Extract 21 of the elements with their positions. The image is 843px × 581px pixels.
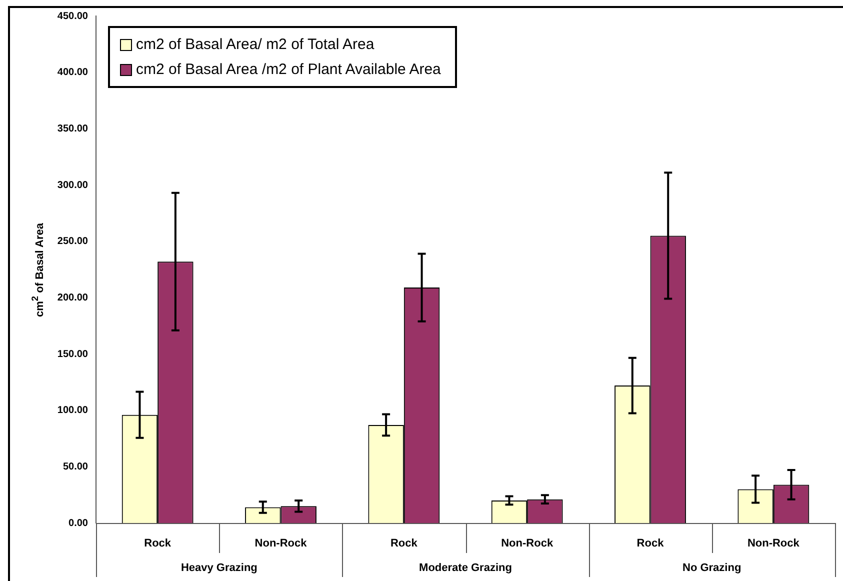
legend-label: cm2 of Basal Area /m2 of Plant Available Area bbox=[136, 60, 441, 80]
text: Heavy Grazing bbox=[180, 562, 258, 574]
legend-label: cm2 of Basal Area/ m2 of Total Area bbox=[136, 35, 374, 55]
y-tick-label: 0.00 bbox=[68, 518, 88, 529]
x-tick-label: Rock bbox=[636, 538, 665, 550]
y-tick-label: 250.00 bbox=[57, 236, 88, 248]
text: No Grazing bbox=[682, 562, 742, 574]
x-tick-label: Non-Rock bbox=[501, 538, 554, 550]
y-tick-label: 100.00 bbox=[57, 405, 88, 416]
y-tick-label: 400.00 bbox=[57, 67, 88, 78]
x-tick-label: Rock bbox=[390, 538, 418, 550]
y-tick-label: 150.00 bbox=[57, 348, 88, 360]
y-tick-label: 50.00 bbox=[62, 461, 88, 472]
x-tick-label: Rock bbox=[144, 538, 172, 550]
y-tick-label: 350.00 bbox=[57, 123, 88, 134]
y-tick-label: 300.00 bbox=[57, 180, 88, 191]
text: Moderate Grazing bbox=[419, 562, 512, 574]
x-tick-label: Non-Rock bbox=[254, 538, 308, 550]
y-tick-label: 200.00 bbox=[57, 292, 88, 304]
y-tick-label: 450.00 bbox=[57, 10, 88, 22]
x-tick-label: Non-Rock bbox=[747, 538, 800, 550]
